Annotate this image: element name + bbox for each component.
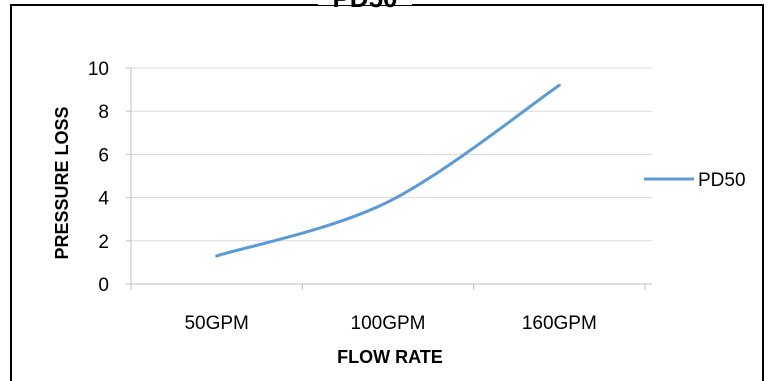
chart-title: PD50	[332, 0, 397, 13]
series-line-pd50	[215, 83, 561, 258]
gridlines	[131, 67, 652, 242]
y-tick-label-2: 2	[98, 232, 109, 253]
series-layer	[215, 83, 561, 258]
y-tick-label-4: 4	[98, 189, 109, 210]
title-background	[318, 0, 412, 5]
legend: PD50	[644, 170, 746, 191]
x-tick-label-100gpm: 100GPM	[351, 313, 426, 334]
x-axis-title: FLOW RATE	[337, 347, 443, 367]
y-tick-label-10: 10	[88, 59, 109, 80]
y-axis-title: PRESSURE LOSS	[52, 106, 72, 259]
x-tick-label-50gpm: 50GPM	[184, 313, 248, 334]
axes	[126, 67, 652, 290]
y-tick-label-6: 6	[98, 145, 109, 166]
x-tick-label-160gpm: 160GPM	[522, 313, 597, 334]
x-tick-labels: 50GPM 100GPM 160GPM	[184, 313, 596, 334]
y-tick-label-8: 8	[98, 102, 109, 123]
legend-label-pd50: PD50	[698, 170, 746, 191]
y-tick-labels: 0 2 4 6 8 10	[88, 59, 110, 296]
y-tick-label-0: 0	[98, 275, 109, 296]
